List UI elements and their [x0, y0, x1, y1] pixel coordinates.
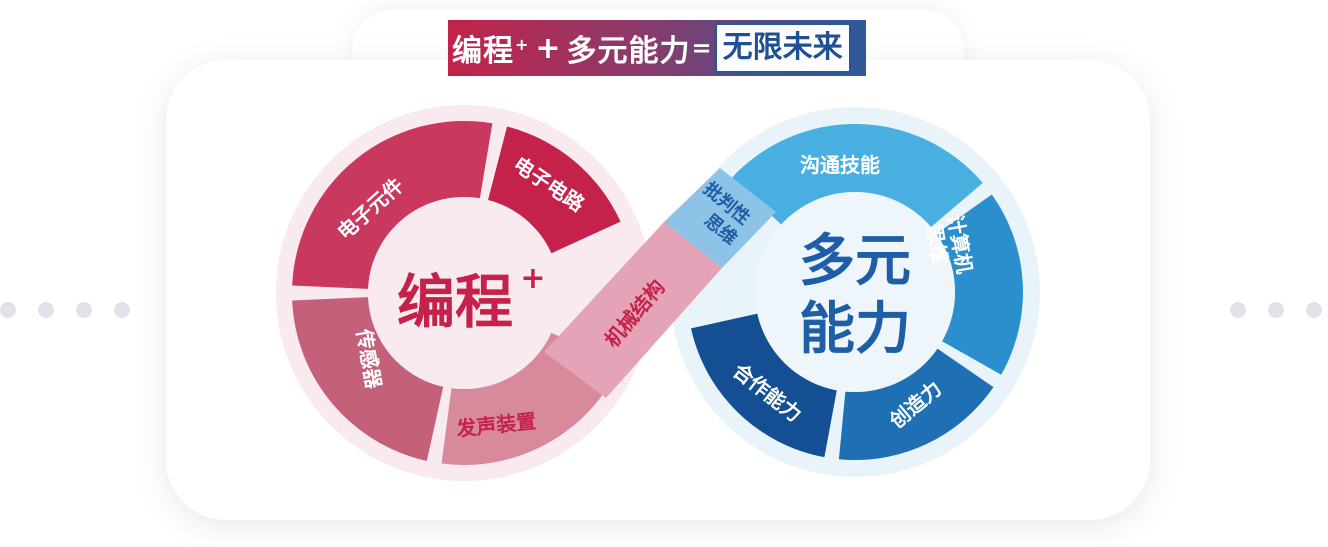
- title-middle: 多元能力: [566, 34, 691, 69]
- dot: [1268, 302, 1284, 318]
- right-segment-communication: [731, 123, 983, 228]
- right-segment-creativity: [838, 348, 994, 460]
- left-segment-electronic-circuits: [488, 126, 621, 254]
- page-title: 编程 + + 多元能力 = 无限未来: [448, 20, 866, 76]
- left-center-sup: +: [520, 261, 545, 296]
- dot: [0, 302, 16, 318]
- right-segment-collaboration: [690, 313, 837, 458]
- bridge-mechanical-structure: [544, 222, 722, 398]
- dot: [114, 302, 130, 318]
- dot: [1230, 302, 1246, 318]
- right-center-label-line1: 多元: [799, 229, 911, 294]
- left-center-label: 编程: [397, 268, 513, 336]
- dot: [1306, 302, 1322, 318]
- bridge-critical-thinking: [664, 168, 776, 268]
- left-segment-sensors: [292, 297, 444, 461]
- title-left: 编程 +: [452, 26, 529, 70]
- left-dots-decoration: [0, 302, 130, 318]
- title-left-text: 编程: [452, 34, 514, 69]
- title-right-box: 无限未来: [714, 23, 851, 73]
- right-center-label-line2: 能力: [799, 297, 911, 362]
- left-center-disc: [368, 197, 560, 389]
- title-plus: +: [535, 30, 561, 66]
- dot: [76, 302, 92, 318]
- right-segment-label-0: 沟通技能: [800, 153, 880, 177]
- title-equals: =: [691, 34, 712, 62]
- title-left-sup: +: [515, 34, 530, 54]
- right-segment-computational-thinking: [936, 194, 1023, 375]
- dot: [38, 302, 54, 318]
- right-dots-decoration: [1230, 302, 1322, 318]
- left-segment-electronic-components: [292, 120, 493, 289]
- right-center-disc: [755, 192, 955, 392]
